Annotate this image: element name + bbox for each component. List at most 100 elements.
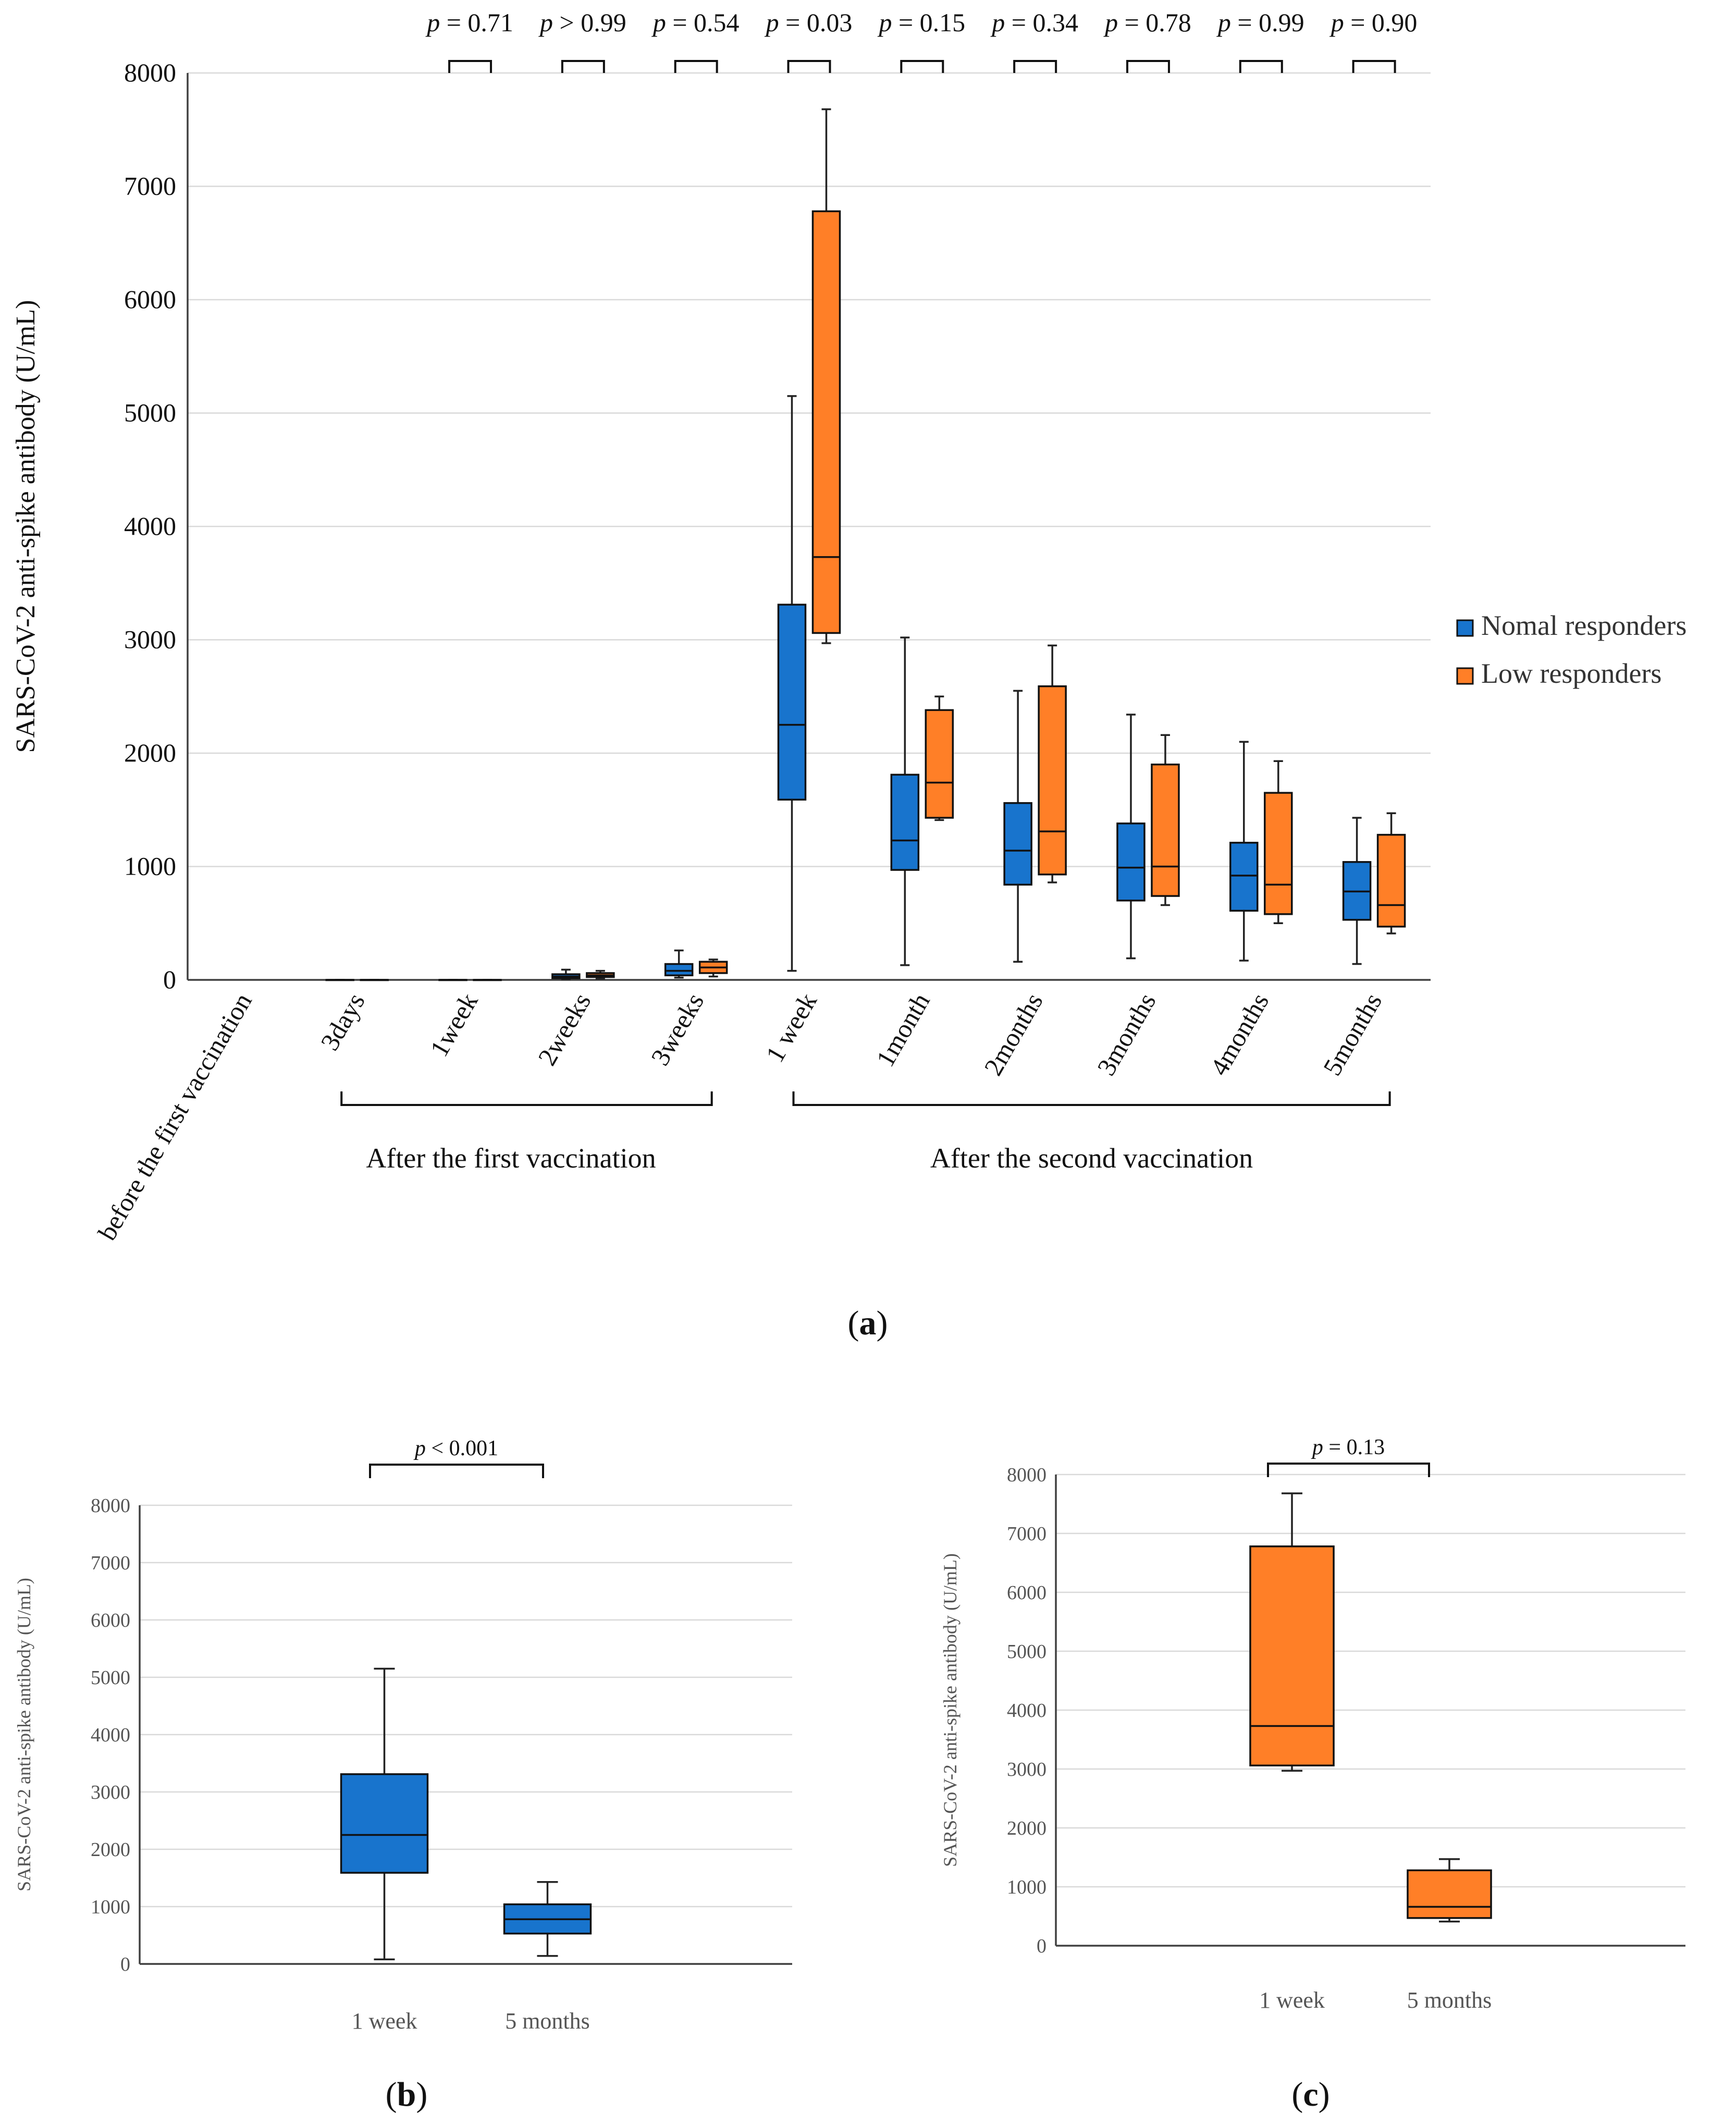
box-body	[925, 709, 954, 819]
y-axis-label: SARS-CoV-2 anti-spike antibody (U/mL)	[940, 1553, 961, 1867]
p-symbol: p	[651, 8, 666, 37]
p-symbol: p	[765, 8, 779, 37]
p-value-label: p < 0.001	[413, 1436, 498, 1460]
p-value-text: = 0.13	[1323, 1435, 1385, 1459]
box-low-3	[586, 969, 615, 980]
box-body	[811, 210, 841, 634]
box-body	[1038, 685, 1067, 876]
box-1	[503, 1881, 592, 1957]
p-value-label: p = 0.99	[1216, 8, 1304, 37]
box-normal-5	[777, 395, 807, 972]
box-1	[1407, 1858, 1492, 1923]
p-bracket	[787, 60, 831, 73]
y-tick-label: 0	[163, 965, 176, 994]
panel-letter: b	[397, 2075, 416, 2114]
p-value-label: p = 0.34	[990, 8, 1078, 37]
box-body	[340, 1773, 429, 1874]
p-bracket	[1013, 60, 1057, 73]
y-tick-label: 3000	[91, 1782, 130, 1803]
legend-swatch-normal	[1456, 619, 1474, 637]
panel-label-a: (a)	[848, 1304, 888, 1342]
y-tick-label: 4000	[91, 1724, 130, 1746]
p-bracket	[369, 1464, 544, 1478]
p-value-label: p = 0.03	[765, 8, 853, 37]
p-value-text: = 0.54	[666, 8, 740, 37]
y-axis-label: SARS-CoV-2 anti-spike antibody (U/mL)	[11, 300, 41, 753]
p-value-text: = 0.78	[1118, 8, 1191, 37]
box-low-4	[698, 959, 728, 978]
box-low-8	[1151, 734, 1180, 906]
y-tick-label: 0	[1037, 1935, 1046, 1957]
legend: Nomal responders Low responders	[1456, 610, 1686, 689]
p-value-label: p > 0.99	[538, 8, 626, 37]
p-value-label: p = 0.71	[425, 8, 513, 37]
p-value-label: p = 0.13	[1311, 1435, 1385, 1459]
box-normal-6	[890, 636, 920, 966]
x-tick-label: 5months	[1317, 988, 1387, 1080]
x-tick-label: 3days	[315, 988, 371, 1055]
p-value-label: p = 0.15	[877, 8, 965, 37]
box-body	[777, 604, 807, 801]
p-symbol: p	[877, 8, 892, 37]
y-tick-label: 8000	[1007, 1464, 1046, 1486]
box-normal-9	[1229, 741, 1259, 962]
p-symbol: p	[538, 8, 553, 37]
p-bracket	[900, 60, 944, 73]
x-tick-label: 3months	[1091, 988, 1162, 1080]
group-bracket	[792, 1091, 1391, 1106]
box-normal-3	[551, 968, 581, 980]
p-value-text: = 0.71	[440, 8, 513, 37]
x-tick-label: 5 months	[1407, 1987, 1492, 2013]
p-bracket	[674, 60, 718, 73]
p-symbol: p	[1216, 8, 1231, 37]
y-tick-label: 6000	[124, 285, 176, 314]
x-tick-label: 1week	[424, 988, 484, 1062]
y-tick-label: 6000	[91, 1610, 130, 1631]
legend-label: Nomal responders	[1481, 610, 1686, 641]
x-tick-label: 1 week	[352, 2008, 417, 2034]
x-tick-label: 2months	[978, 988, 1049, 1080]
box-low-7	[1038, 644, 1067, 883]
box-body	[664, 963, 694, 977]
box-body	[1003, 802, 1032, 886]
p-bracket	[1239, 60, 1283, 73]
p-value-text: = 0.90	[1344, 8, 1418, 37]
p-bracket	[448, 60, 493, 73]
panel-label-b: (b)	[386, 2075, 428, 2114]
box-body	[1151, 764, 1180, 897]
p-symbol: p	[1311, 1435, 1323, 1459]
p-symbol: p	[413, 1436, 426, 1460]
box-low-10	[1376, 812, 1406, 935]
box-normal-4	[664, 949, 694, 979]
box-body	[1116, 822, 1146, 902]
y-tick-label: 5000	[91, 1667, 130, 1689]
y-tick-label: 5000	[1007, 1641, 1046, 1663]
y-tick-label: 1000	[1007, 1876, 1046, 1898]
y-tick-label: 2000	[124, 738, 176, 767]
x-tick-label: 4months	[1204, 988, 1275, 1080]
y-tick-label: 4000	[1007, 1700, 1046, 1722]
p-symbol: p	[1103, 8, 1118, 37]
box-body	[1376, 833, 1406, 928]
y-tick-label: 7000	[1007, 1523, 1046, 1545]
p-value-text: > 0.99	[553, 8, 626, 37]
x-tick-label: before the first vaccination	[92, 988, 257, 1245]
p-symbol: p	[425, 8, 440, 37]
y-tick-label: 3000	[124, 625, 176, 654]
box-normal-8	[1116, 714, 1146, 960]
x-tick-label: 1month	[870, 988, 935, 1072]
p-value-text: = 0.03	[779, 8, 853, 37]
x-tick-label: 3weeks	[645, 988, 709, 1071]
y-axis-label: SARS-CoV-2 anti-spike antibody (U/mL)	[14, 1578, 34, 1891]
y-tick-label: 1000	[91, 1896, 130, 1918]
x-tick-label: 5 months	[505, 2008, 590, 2034]
p-value-text: < 0.001	[426, 1436, 498, 1460]
box-body	[1249, 1545, 1335, 1766]
box-low-9	[1264, 760, 1293, 924]
p-value-label: p = 0.90	[1329, 8, 1418, 37]
box-low-5	[811, 108, 841, 644]
y-tick-label: 6000	[1007, 1582, 1046, 1604]
y-tick-label: 5000	[124, 398, 176, 427]
p-bracket	[1352, 60, 1396, 73]
